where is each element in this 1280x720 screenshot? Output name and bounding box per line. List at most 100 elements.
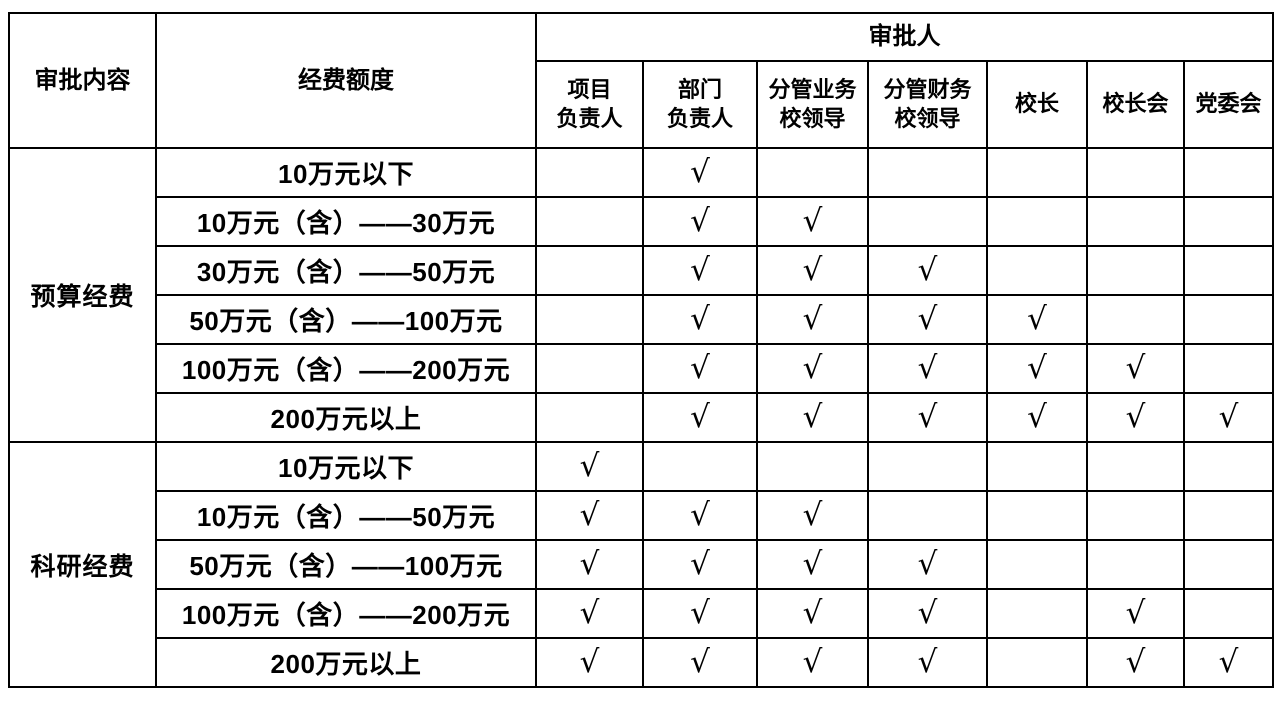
empty-cell: [1182, 588, 1275, 639]
empty-cell: [1182, 343, 1275, 394]
empty-cell: [986, 490, 1088, 541]
check-mark-cell: √: [642, 539, 758, 590]
empty-cell: [1182, 294, 1275, 345]
empty-cell: [535, 147, 644, 198]
header-approval-content: 审批内容: [8, 12, 157, 149]
empty-cell: [986, 245, 1088, 296]
empty-cell: [756, 441, 869, 492]
check-mark-cell: √: [756, 637, 869, 688]
header-approver-col-4: 校长: [986, 60, 1088, 149]
check-mark-cell: √: [756, 490, 869, 541]
amount-cell: 200万元以上: [155, 392, 537, 443]
check-mark-cell: √: [867, 343, 988, 394]
empty-cell: [986, 441, 1088, 492]
empty-cell: [1086, 539, 1185, 590]
check-mark-cell: √: [642, 392, 758, 443]
empty-cell: [535, 245, 644, 296]
empty-cell: [535, 196, 644, 247]
check-mark-cell: √: [756, 588, 869, 639]
check-mark-cell: √: [642, 343, 758, 394]
table-row: 50万元（含）——100万元 √ √ √ √: [9, 294, 1275, 345]
empty-cell: [867, 196, 988, 247]
check-mark-cell: √: [986, 343, 1088, 394]
header-approver-col-5: 校长会: [1086, 60, 1185, 149]
header-approver-col-1: 部门 负责人: [642, 60, 758, 149]
check-mark-cell: √: [1086, 637, 1185, 688]
check-mark-cell: √: [986, 294, 1088, 345]
check-mark-cell: √: [1182, 392, 1275, 443]
amount-cell: 10万元以下: [155, 441, 537, 492]
empty-cell: [986, 588, 1088, 639]
amount-cell: 50万元（含）——100万元: [155, 294, 537, 345]
check-mark-cell: √: [642, 294, 758, 345]
check-mark-cell: √: [642, 637, 758, 688]
amount-cell: 100万元（含）——200万元: [155, 588, 537, 639]
table-row: 30万元（含）——50万元 √ √ √: [9, 245, 1275, 296]
empty-cell: [642, 441, 758, 492]
check-mark-cell: √: [642, 490, 758, 541]
empty-cell: [867, 147, 988, 198]
amount-cell: 10万元（含）——30万元: [155, 196, 537, 247]
check-mark-cell: √: [756, 196, 869, 247]
amount-cell: 50万元（含）——100万元: [155, 539, 537, 590]
check-mark-cell: √: [867, 637, 988, 688]
amount-cell: 10万元以下: [155, 147, 537, 198]
check-mark-cell: √: [756, 294, 869, 345]
check-mark-cell: √: [642, 196, 758, 247]
check-mark-cell: √: [535, 441, 644, 492]
empty-cell: [1182, 441, 1275, 492]
amount-cell: 30万元（含）——50万元: [155, 245, 537, 296]
empty-cell: [1086, 147, 1185, 198]
check-mark-cell: √: [642, 147, 758, 198]
empty-cell: [535, 392, 644, 443]
check-mark-cell: √: [535, 637, 644, 688]
check-mark-cell: √: [867, 245, 988, 296]
table-row: 200万元以上 √ √ √ √ √ √: [9, 637, 1275, 688]
group-cell-0: 预算经费: [8, 147, 157, 443]
check-mark-cell: √: [867, 392, 988, 443]
table-row: 科研经费 10万元以下 √: [8, 441, 1275, 688]
empty-cell: [986, 637, 1088, 688]
empty-cell: [1182, 490, 1275, 541]
table-row: 200万元以上 √ √ √ √ √ √: [9, 392, 1275, 443]
empty-cell: [986, 539, 1088, 590]
table-row: 100万元（含）——200万元 √ √ √ √ √: [9, 588, 1275, 639]
table-row: 50万元（含）——100万元 √ √ √ √: [9, 539, 1275, 590]
approval-matrix: 审批内容 经费额度 审批人 项目 负责人 部门 负责人 分管业务 校领导 分管财务 校…: [8, 12, 1275, 688]
header-approver-col-3: 分管财务 校领导: [867, 60, 988, 149]
table-row: 预算经费 10万元以下 √: [8, 147, 1275, 443]
empty-cell: [1086, 490, 1185, 541]
check-mark-cell: √: [1086, 588, 1185, 639]
check-mark-cell: √: [1086, 392, 1185, 443]
check-mark-cell: √: [1182, 637, 1275, 688]
empty-cell: [1182, 539, 1275, 590]
empty-cell: [986, 196, 1088, 247]
check-mark-cell: √: [756, 392, 869, 443]
check-mark-cell: √: [986, 392, 1088, 443]
check-mark-cell: √: [535, 490, 644, 541]
check-mark-cell: √: [535, 588, 644, 639]
approval-table: 审批内容 经费额度 审批人 项目 负责人 部门 负责人 分管业务 校领导 分管财务 校…: [8, 12, 1275, 688]
check-mark-cell: √: [535, 539, 644, 590]
empty-cell: [1182, 196, 1275, 247]
table-row: 10万元（含）——50万元 √ √ √: [9, 490, 1275, 541]
header-approver-col-2: 分管业务 校领导: [756, 60, 869, 149]
check-mark-cell: √: [642, 245, 758, 296]
empty-cell: [1086, 245, 1185, 296]
table-row: 10万元（含）——30万元 √ √: [9, 196, 1275, 247]
empty-cell: [1182, 147, 1275, 198]
empty-cell: [1086, 196, 1185, 247]
group-cell-1: 科研经费: [8, 441, 157, 688]
header-approver: 审批人: [534, 12, 1275, 62]
empty-cell: [867, 490, 988, 541]
empty-cell: [535, 343, 644, 394]
check-mark-cell: √: [867, 294, 988, 345]
check-mark-cell: √: [642, 588, 758, 639]
empty-cell: [1086, 441, 1185, 492]
table-row: 100万元（含）——200万元 √ √ √ √ √: [9, 343, 1275, 394]
check-mark-cell: √: [756, 245, 869, 296]
empty-cell: [986, 147, 1088, 198]
check-mark-cell: √: [1086, 343, 1185, 394]
empty-cell: [535, 294, 644, 345]
empty-cell: [867, 441, 988, 492]
